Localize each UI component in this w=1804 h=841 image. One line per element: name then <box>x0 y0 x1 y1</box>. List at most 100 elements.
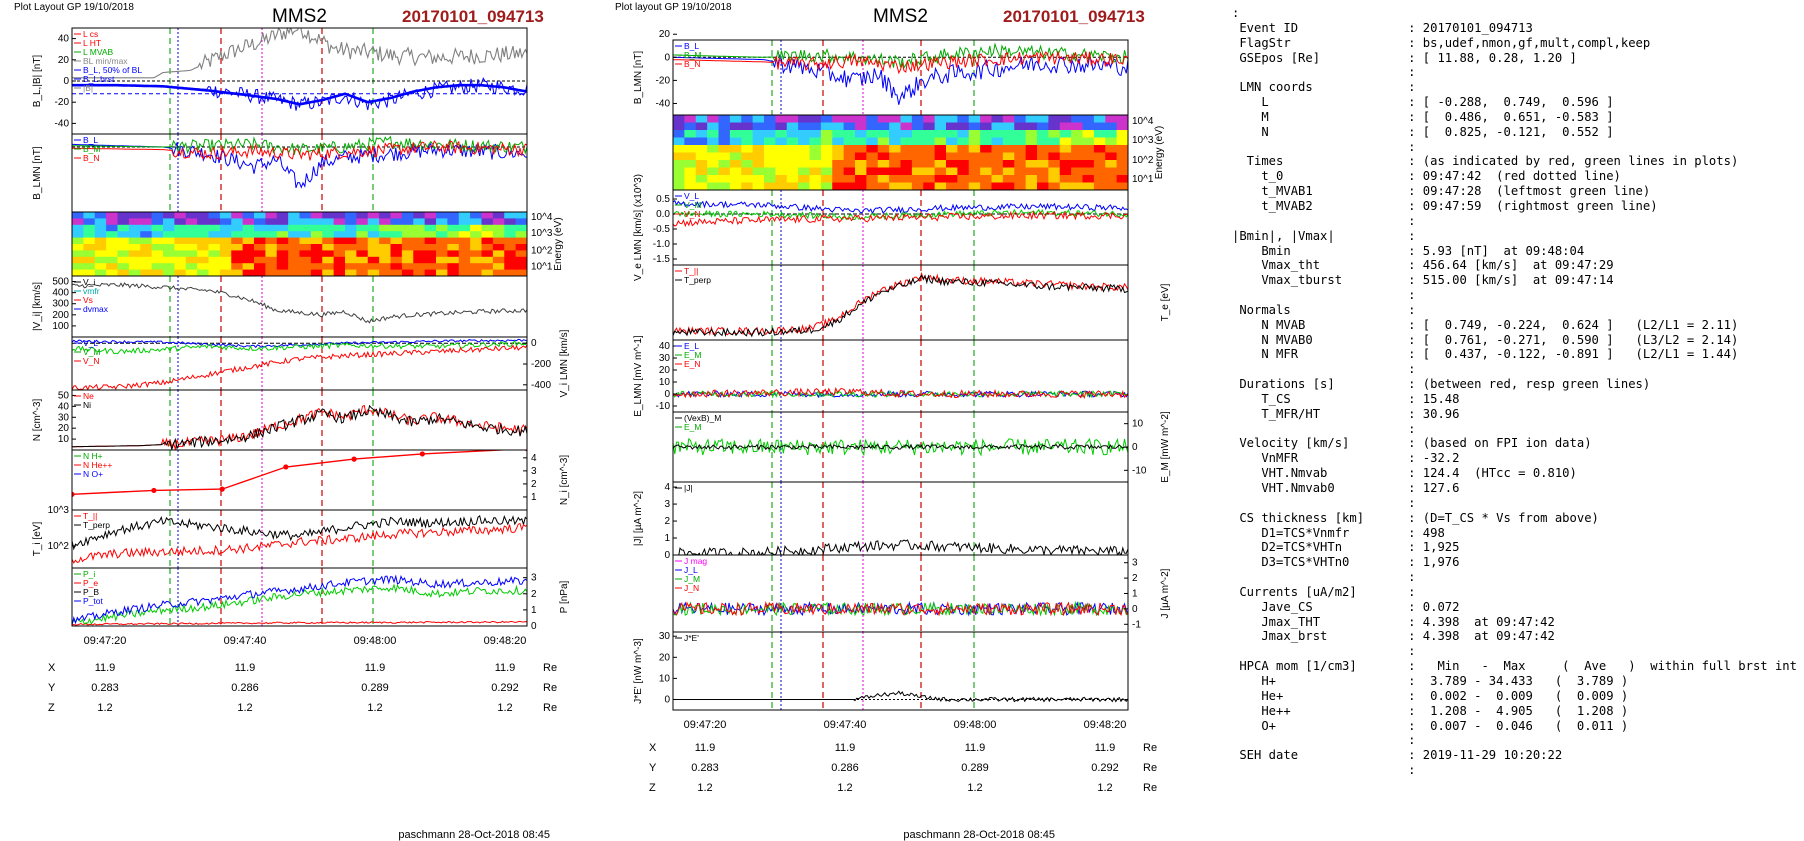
y-tick-label: -20 <box>656 75 671 86</box>
info-row: Vmax_tburst : 515.00 [km/s] at 09:47:14 <box>1232 273 1614 288</box>
panel-7: 4 3 2 1 0 |J| [µA m^-2] |J| <box>633 481 1129 561</box>
ephemeris-value: 1.2 <box>837 782 852 794</box>
y-tick-label: -40 <box>656 98 671 109</box>
info-row: : <box>1232 570 1416 585</box>
legend-entry: J_M <box>684 574 700 584</box>
series-group <box>72 390 527 450</box>
info-row: T_CS : 15.48 <box>1232 391 1460 406</box>
info-row: LMN coords : <box>1232 80 1416 95</box>
legend-entry: L cs <box>83 29 98 39</box>
time-tick-label: 09:47:40 <box>224 635 267 647</box>
series-group <box>72 337 527 390</box>
legend-entry: P_B <box>83 587 99 597</box>
footer-credit: paschmann 28-Oct-2018 08:45 <box>398 829 550 841</box>
ephemeris-value: 0.289 <box>961 762 989 774</box>
legend-entry: Ni <box>83 400 91 410</box>
y-tick-label: -400 <box>531 380 551 391</box>
panel-frame <box>71 275 528 338</box>
ephemeris-value: 11.9 <box>835 742 856 754</box>
info-row: FlagStr : bs,udef,nmon,gf,mult,compl,kee… <box>1232 35 1651 50</box>
info-row: Velocity [km/s] : (based on FPI ion data… <box>1232 436 1592 451</box>
panel-8: 10^3 10^2 T_i [eV] T_||T_perp <box>32 505 528 569</box>
legend-entry: |B| <box>83 83 93 93</box>
info-row: GSEpos [Re] : [ 11.88, 0.28, 1.20 ] <box>1232 50 1577 65</box>
info-row: D1=TCS*Vnmfr : 498 <box>1232 525 1445 540</box>
legend-entry: P_tot <box>83 596 103 606</box>
y-axis-label: B_L,|B| [nT] <box>32 55 43 108</box>
info-row: He+ : 0.002 - 0.009 ( 0.009 ) <box>1232 688 1629 703</box>
event-info-panel: : Event ID : 20170101_094713 FlagStr : b… <box>1232 6 1797 778</box>
layout-label: Plot Layout GP 19/10/2018 <box>14 2 134 13</box>
series-line <box>673 437 1128 457</box>
panel-5: 0 -200 -400 V_i LMN [km/s] V_LV_MV_N <box>71 329 570 397</box>
series-line <box>72 340 527 355</box>
y-tick-label: 1 <box>531 605 537 616</box>
info-row: H+ : 3.789 - 34.433 ( 3.789 ) <box>1232 673 1629 688</box>
info-row: L : [ -0.288, 0.749, 0.596 ] <box>1232 95 1614 110</box>
ephemeris-value: 0.292 <box>491 682 519 694</box>
panel-frame <box>71 449 528 511</box>
series-line <box>673 274 1128 338</box>
info-row: t_MVAB2 : 09:47:59 (rightmost green line… <box>1232 198 1658 213</box>
y-tick-label: -200 <box>531 359 551 370</box>
ephemeris-unit: Re <box>543 702 557 714</box>
legend-entry: V_L <box>83 338 98 348</box>
y-tick-label: 10 <box>659 673 671 684</box>
y-axis-label: E_M [mW m^-2] <box>1160 411 1171 483</box>
series-line <box>72 344 527 390</box>
series-group <box>673 632 1128 710</box>
series-line <box>673 208 1128 221</box>
legend-entry: J mag <box>684 556 707 566</box>
y-tick-label: 0.0 <box>656 209 670 220</box>
series-marker <box>72 491 75 497</box>
ephemeris-unit: Re <box>1143 742 1157 754</box>
y-tick-label: 1 <box>531 492 537 503</box>
panel-frame <box>672 631 1129 711</box>
legend-entry: B_L <box>684 41 699 51</box>
y-tick-label: 2 <box>1132 573 1138 584</box>
info-row: N : [ 0.825, -0.121, 0.552 ] <box>1232 124 1614 139</box>
y-tick-label: 10 <box>58 434 70 445</box>
series-line <box>72 404 527 450</box>
legend-entry: B_L <box>83 135 98 145</box>
legend-entry: |J| <box>684 483 693 493</box>
y-tick-label: 0 <box>664 550 670 561</box>
y-tick-label: -10 <box>656 401 671 412</box>
legend-entry: T_perp <box>83 520 110 530</box>
legend-entry: J_N <box>684 583 699 593</box>
series-line <box>72 620 527 626</box>
y-tick-label: 20 <box>659 365 671 376</box>
y-axis-label: V_e LMN [km/s] (x10^3) <box>633 174 644 281</box>
panel-frame <box>672 189 1129 266</box>
ephemeris-value: 11.9 <box>235 662 256 674</box>
series-line <box>72 583 527 626</box>
y-tick-label: -40 <box>55 118 70 129</box>
panel-3: 10^4 10^3 10^2 10^1 Energy (eV) <box>71 211 564 277</box>
legend-entry: J_L <box>684 565 698 575</box>
info-row: |Bmin|, |Vmax| : <box>1232 228 1416 243</box>
panel-frame <box>71 567 528 627</box>
series-line <box>673 443 1128 451</box>
energy-tick: 10^2 <box>1132 155 1154 166</box>
energy-tick: 10^1 <box>1132 174 1154 185</box>
y-tick-label: 100 <box>52 321 69 332</box>
y-tick-label: 3 <box>1132 558 1138 569</box>
series-group <box>674 482 1128 555</box>
panel-frame <box>672 339 1129 413</box>
legend-entry: E_L <box>684 341 699 351</box>
legend-entry: V_M <box>83 347 100 357</box>
panel-2: B_LMN [nT] B_LB_MB_N <box>32 133 528 213</box>
ephemeris-value: 0.292 <box>1091 762 1119 774</box>
series-line <box>673 690 1128 703</box>
info-row: : <box>1232 421 1416 436</box>
y-tick-label: 0 <box>531 338 537 349</box>
info-row: : <box>1232 65 1416 80</box>
y-axis-label: E_LMN [mV m^-1] <box>633 335 644 417</box>
info-row: : <box>1232 6 1240 20</box>
y-axis-label: B_LMN [nT] <box>32 146 43 200</box>
y-tick-label: 20 <box>58 423 70 434</box>
series-group <box>673 265 1128 340</box>
series-marker <box>419 451 425 457</box>
info-row: VnMFR : -32.2 <box>1232 451 1460 466</box>
